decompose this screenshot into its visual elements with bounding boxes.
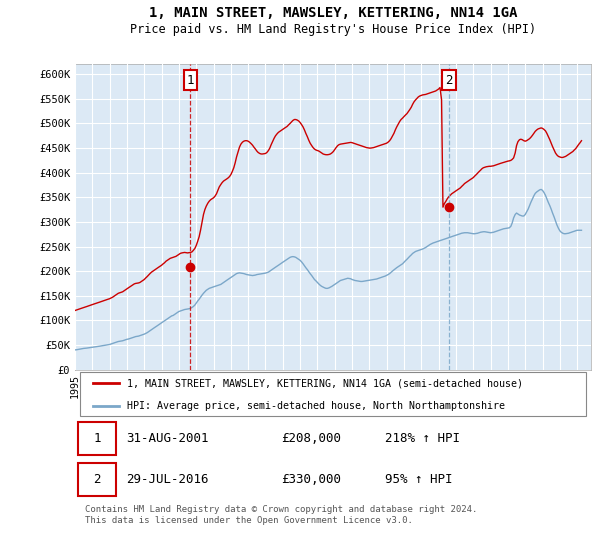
Text: Contains HM Land Registry data © Crown copyright and database right 2024.
This d: Contains HM Land Registry data © Crown c… (85, 505, 478, 525)
Text: £330,000: £330,000 (281, 473, 341, 486)
Text: HPI: Average price, semi-detached house, North Northamptonshire: HPI: Average price, semi-detached house,… (127, 401, 505, 411)
Text: 31-AUG-2001: 31-AUG-2001 (127, 432, 209, 445)
FancyBboxPatch shape (77, 463, 116, 496)
Text: Price paid vs. HM Land Registry's House Price Index (HPI): Price paid vs. HM Land Registry's House … (130, 23, 536, 36)
Text: 1: 1 (93, 432, 101, 445)
FancyBboxPatch shape (80, 371, 586, 416)
Text: 2: 2 (93, 473, 101, 486)
FancyBboxPatch shape (77, 422, 116, 455)
Text: 1: 1 (187, 73, 194, 87)
Text: 2: 2 (445, 73, 452, 87)
Text: 29-JUL-2016: 29-JUL-2016 (127, 473, 209, 486)
Text: 95% ↑ HPI: 95% ↑ HPI (385, 473, 452, 486)
Text: 1, MAIN STREET, MAWSLEY, KETTERING, NN14 1GA: 1, MAIN STREET, MAWSLEY, KETTERING, NN14… (149, 6, 517, 20)
Text: £208,000: £208,000 (281, 432, 341, 445)
Text: 1, MAIN STREET, MAWSLEY, KETTERING, NN14 1GA (semi-detached house): 1, MAIN STREET, MAWSLEY, KETTERING, NN14… (127, 378, 523, 388)
Text: 218% ↑ HPI: 218% ↑ HPI (385, 432, 460, 445)
